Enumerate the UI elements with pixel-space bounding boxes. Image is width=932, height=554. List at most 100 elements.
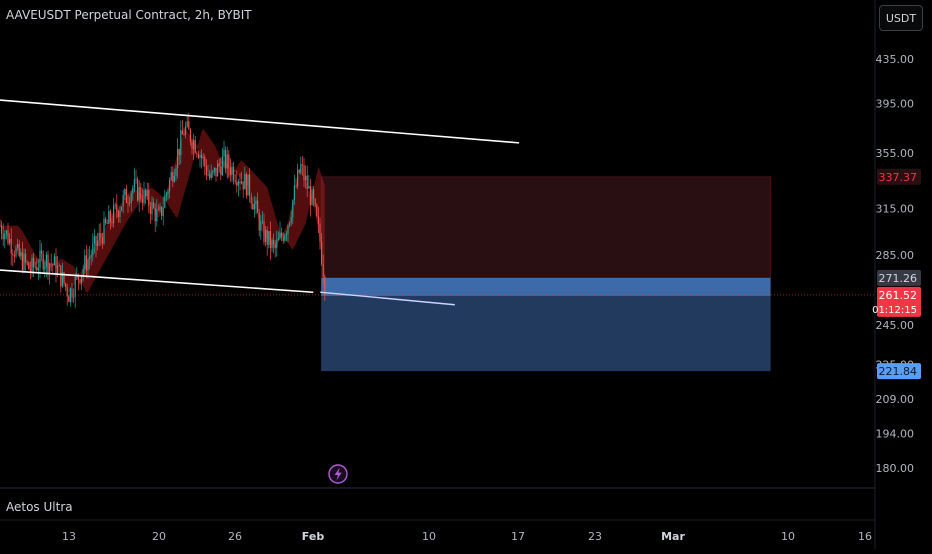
candle [173, 168, 175, 183]
candle-body [58, 265, 60, 267]
candle [324, 274, 326, 301]
candle-body [204, 157, 206, 167]
stop-zone[interactable] [320, 176, 771, 279]
candle-body [119, 210, 121, 218]
candle-body [21, 252, 23, 271]
candle [271, 237, 273, 253]
candle-body [269, 231, 271, 249]
candle [274, 240, 276, 258]
time-axis[interactable]: 13 20 26 Feb 10 17 23 Mar 10 16 [62, 530, 872, 543]
candle [293, 174, 295, 206]
candle-body [177, 149, 179, 169]
candle [281, 227, 283, 242]
candle-body [61, 272, 63, 287]
candle [252, 197, 254, 210]
candle-body [253, 203, 255, 210]
candle-body [164, 195, 166, 208]
candle [117, 209, 119, 223]
candles [0, 113, 326, 308]
candle [234, 174, 236, 185]
position-zones[interactable] [0, 176, 875, 372]
candle-body [196, 152, 198, 154]
candle-body [189, 129, 191, 143]
candle [149, 201, 151, 224]
candle-body [5, 230, 7, 234]
candle [95, 235, 97, 258]
candle-body [228, 154, 230, 168]
candle [140, 183, 142, 203]
candle-body [197, 153, 199, 158]
candle [220, 157, 222, 181]
price-tick-label: 209.00 [876, 393, 915, 406]
candle-body [178, 149, 180, 156]
time-tick-label: 26 [228, 530, 242, 543]
trend-lines[interactable] [0, 98, 520, 306]
candle [60, 265, 62, 293]
candle-body [161, 206, 163, 216]
candle [237, 178, 239, 197]
candle [162, 196, 164, 226]
candle-body [55, 256, 57, 275]
candle-body [239, 181, 241, 184]
candle-body [185, 126, 187, 135]
candle [300, 156, 302, 175]
candle-body [159, 206, 161, 210]
candle-body [215, 167, 217, 177]
channel-lower-line[interactable] [0, 268, 314, 294]
candle [221, 147, 223, 177]
candle-body [111, 221, 113, 224]
candle-body [241, 181, 243, 184]
currency-button[interactable]: USDT [879, 5, 923, 31]
candle [53, 253, 55, 266]
candle-body [42, 254, 44, 270]
channel-upper-line[interactable] [0, 98, 520, 144]
candle-body [71, 288, 73, 298]
candle [287, 224, 289, 242]
candle [50, 253, 52, 272]
candle [183, 127, 185, 136]
channel-extension-line[interactable] [320, 291, 455, 306]
candle-body [146, 189, 148, 196]
candle-body [281, 232, 283, 237]
candle [28, 261, 30, 270]
candle-body [50, 263, 52, 265]
candle-body [265, 229, 267, 242]
candle [236, 170, 238, 193]
candle-body [309, 186, 311, 206]
candle-body [114, 204, 116, 206]
candle-body [154, 207, 156, 222]
candle-body [218, 163, 220, 167]
candle-body [138, 187, 140, 201]
candle [81, 274, 83, 291]
candle-body [297, 169, 299, 187]
candle-body [229, 167, 231, 175]
time-tick-label: 10 [781, 530, 795, 543]
candle-body [57, 265, 59, 275]
candle-body [98, 233, 100, 241]
candle [290, 210, 292, 227]
candle-body [268, 231, 270, 245]
candle-body [149, 206, 151, 215]
candle [52, 262, 54, 275]
price-tick-label: 180.00 [876, 462, 915, 475]
candle-body [217, 163, 219, 177]
lightning-icon[interactable] [328, 464, 348, 484]
candle [65, 282, 67, 292]
candle-body [162, 207, 164, 216]
entry-band [321, 277, 771, 296]
candle [306, 165, 308, 198]
candle-body [137, 179, 139, 201]
indicator-name[interactable]: Aetos Ultra [6, 500, 73, 514]
candle [137, 176, 139, 203]
candle-body [89, 257, 91, 259]
candle-body [106, 223, 108, 224]
candle [172, 166, 174, 188]
candle-body [191, 142, 193, 149]
stop-price-label-text: 337.37 [879, 171, 918, 184]
candle-body [53, 256, 55, 266]
candle [261, 210, 263, 225]
candle [269, 221, 271, 260]
stop-price-label-bg [877, 168, 921, 185]
